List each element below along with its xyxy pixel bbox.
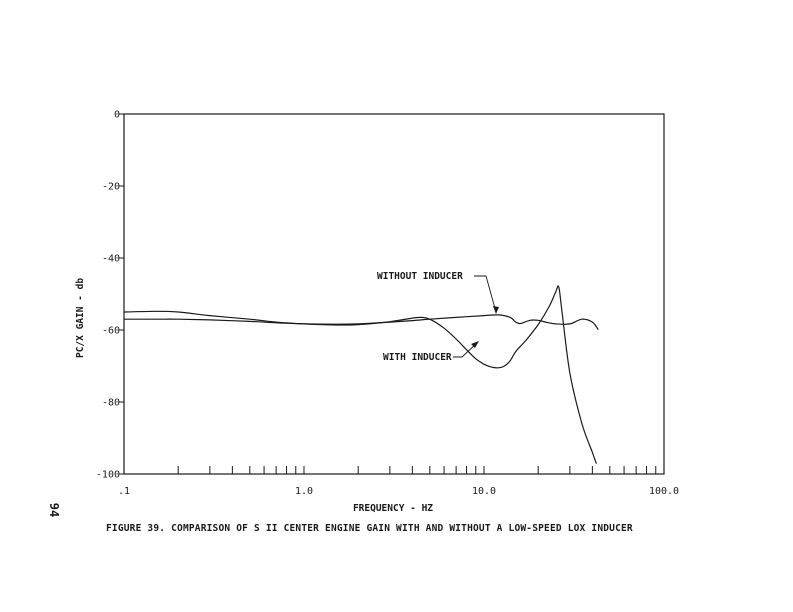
- y-tick-label: -80: [102, 398, 120, 409]
- y-axis-title: PC/X GAIN - db: [75, 278, 86, 358]
- annotation-without-arrowhead: [493, 306, 499, 314]
- x-tick-label: 10.0: [472, 486, 496, 497]
- annotation-with-arrowhead: [471, 341, 479, 348]
- figure-caption: FIGURE 39. COMPARISON OF S II CENTER ENG…: [106, 523, 633, 534]
- plot-frame: [123, 113, 665, 475]
- y-tick-label: -20: [102, 182, 120, 193]
- annotation-layer: WITHOUT INDUCER WITH INDUCER: [377, 271, 499, 363]
- page-number: 94: [47, 502, 62, 518]
- series-line-without-inducer: [123, 314, 599, 330]
- series-line-with-inducer: [123, 285, 597, 464]
- y-tick-label: -60: [102, 326, 120, 337]
- annotation-without-inducer: WITHOUT INDUCER: [377, 271, 463, 282]
- y-tick-label: -100: [96, 470, 120, 481]
- x-axis-title: FREQUENCY - HZ: [353, 503, 433, 514]
- y-axis: 0 -20 -40 -60 -80 -100: [96, 110, 124, 481]
- annotation-with-inducer: WITH INDUCER: [383, 352, 452, 363]
- y-tick-label: -40: [102, 254, 120, 265]
- annotation-without-leader: [474, 275, 497, 313]
- series-layer: [123, 285, 599, 464]
- x-axis: .1 1.0 10.0 100.0: [118, 466, 679, 497]
- x-tick-label: .1: [118, 486, 130, 497]
- y-tick-label: 0: [114, 110, 120, 121]
- annotation-with-leader: [453, 342, 478, 358]
- x-tick-label: 1.0: [295, 486, 313, 497]
- x-tick-label: 100.0: [649, 486, 679, 497]
